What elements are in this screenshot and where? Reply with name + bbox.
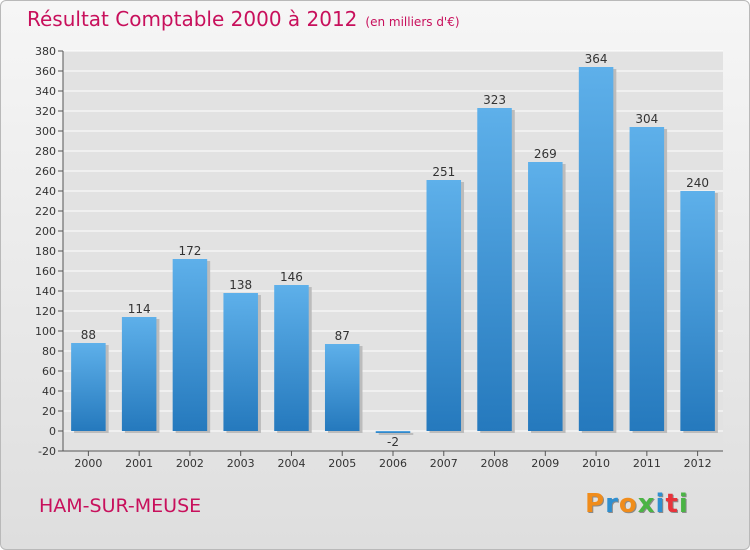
logo-letter: i [678,489,689,519]
logo-letter: i [655,489,666,519]
y-tick-label: 200 [35,225,56,238]
bar-2009 [528,162,563,431]
y-tick-label: 320 [35,105,56,118]
y-tick-label: 60 [42,365,56,378]
x-tick-label: 2000 [74,457,102,470]
data-label: 114 [128,302,151,316]
bar-2002 [172,259,208,431]
logo-letter: r [605,489,619,519]
logo-letter: o [618,489,638,519]
logo-letter: P [585,489,606,519]
bar-2008 [477,108,512,431]
y-tick-label: -20 [38,445,56,458]
logo-letter: x [637,489,656,519]
data-label: 240 [686,176,709,190]
bar-2003 [223,293,258,431]
bar-2001 [121,317,157,431]
bar-2010 [578,67,614,431]
bar-2004 [274,285,309,431]
bar-2005 [324,344,360,431]
y-tick-label: 300 [35,125,56,138]
chart-title: Résultat Comptable 2000 à 2012 (en millie… [27,7,460,31]
data-label: 138 [229,278,252,292]
data-label: 87 [335,329,350,343]
y-tick-label: 80 [42,345,56,358]
chart-title-main: Résultat Comptable 2000 à 2012 [27,7,358,31]
x-tick-label: 2004 [277,457,305,470]
x-tick-label: 2002 [176,457,204,470]
y-tick-label: 160 [35,265,56,278]
x-tick-label: 2011 [633,457,661,470]
y-tick-label: 180 [35,245,56,258]
y-tick-label: 140 [35,285,56,298]
y-tick-label: 260 [35,165,56,178]
data-label: 88 [81,328,96,342]
bar-2007 [426,180,462,431]
x-tick-label: 2008 [481,457,509,470]
y-tick-label: 120 [35,305,56,318]
data-label: 251 [432,165,455,179]
x-tick-label: 2003 [227,457,255,470]
x-tick-label: 2001 [125,457,153,470]
x-tick-label: 2007 [430,457,458,470]
data-label: -2 [387,435,399,449]
bar-2011 [629,127,665,431]
y-tick-label: 20 [42,405,56,418]
logo-letter: t [665,489,679,519]
y-tick-label: 380 [35,45,56,58]
y-tick-label: 40 [42,385,56,398]
chart-title-unit: (en milliers d'€) [365,15,460,29]
x-tick-label: 2012 [684,457,712,470]
y-tick-label: 0 [49,425,56,438]
city-name: HAM-SUR-MEUSE [39,495,202,517]
y-tick-label: 220 [35,205,56,218]
y-tick-label: 100 [35,325,56,338]
x-tick-label: 2005 [328,457,356,470]
data-label: 304 [635,112,658,126]
x-tick-label: 2009 [531,457,559,470]
bar-2000 [71,343,106,431]
data-label: 323 [483,93,506,107]
x-tick-label: 2010 [582,457,610,470]
bar-shadow [378,433,414,435]
x-tick-label: 2006 [379,457,407,470]
data-label: 269 [534,147,557,161]
data-label: 364 [585,52,608,66]
proxiti-logo: Proxiti [585,489,689,519]
data-label: 146 [280,270,303,284]
data-label: 172 [178,244,201,258]
y-tick-label: 280 [35,145,56,158]
y-tick-label: 360 [35,65,56,78]
y-tick-label: 340 [35,85,56,98]
y-tick-label: 240 [35,185,56,198]
bar-2012 [680,191,715,431]
bar-2006 [375,431,411,433]
